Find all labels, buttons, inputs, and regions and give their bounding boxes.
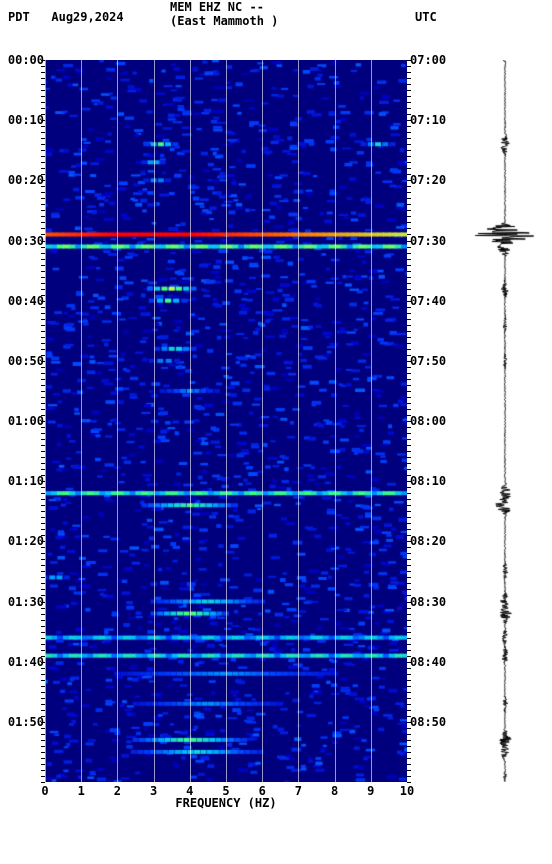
station-line2: (East Mammoth )	[170, 14, 278, 28]
y-right-tick: 08:00	[410, 414, 460, 428]
y-left-tick: 01:30	[0, 595, 44, 609]
right-tz: UTC	[415, 10, 437, 24]
seismogram	[470, 60, 540, 782]
y-right-tick: 08:40	[410, 655, 460, 669]
y-left-tick: 00:20	[0, 173, 44, 187]
y-left-tick: 00:30	[0, 234, 44, 248]
minor-ticks-left	[41, 60, 45, 782]
y-left-tick: 00:00	[0, 53, 44, 67]
y-left-tick: 00:10	[0, 113, 44, 127]
y-right-tick: 07:30	[410, 234, 460, 248]
y-right-tick: 07:40	[410, 294, 460, 308]
y-right-tick: 07:00	[410, 53, 460, 67]
y-right-tick: 08:30	[410, 595, 460, 609]
y-right-tick: 08:50	[410, 715, 460, 729]
y-right-tick: 07:20	[410, 173, 460, 187]
y-left-tick: 01:10	[0, 474, 44, 488]
x-axis-label: FREQUENCY (HZ)	[45, 796, 407, 810]
y-right-tick: 08:10	[410, 474, 460, 488]
y-right-tick: 08:20	[410, 534, 460, 548]
y-right-tick: 07:50	[410, 354, 460, 368]
page: PDT Aug29,2024 MEM EHZ NC -- (East Mammo…	[0, 0, 552, 864]
header-right: UTC	[415, 10, 437, 24]
y-left-tick: 01:00	[0, 414, 44, 428]
y-right-tick: 07:10	[410, 113, 460, 127]
spectrogram	[45, 60, 407, 782]
y-left-tick: 01:40	[0, 655, 44, 669]
station-line1: MEM EHZ NC --	[170, 0, 278, 14]
header-left: PDT Aug29,2024	[8, 10, 124, 24]
y-left-tick: 00:40	[0, 294, 44, 308]
seismogram-canvas	[470, 60, 540, 782]
left-tz: PDT	[8, 10, 30, 24]
header-center: MEM EHZ NC -- (East Mammoth )	[170, 0, 278, 28]
y-left-tick: 01:20	[0, 534, 44, 548]
header-date: Aug29,2024	[51, 10, 123, 24]
y-left-tick: 01:50	[0, 715, 44, 729]
header: PDT Aug29,2024 MEM EHZ NC -- (East Mammo…	[0, 0, 552, 30]
y-left-tick: 00:50	[0, 354, 44, 368]
spectrogram-canvas	[45, 60, 407, 782]
minor-ticks-right	[407, 60, 411, 782]
